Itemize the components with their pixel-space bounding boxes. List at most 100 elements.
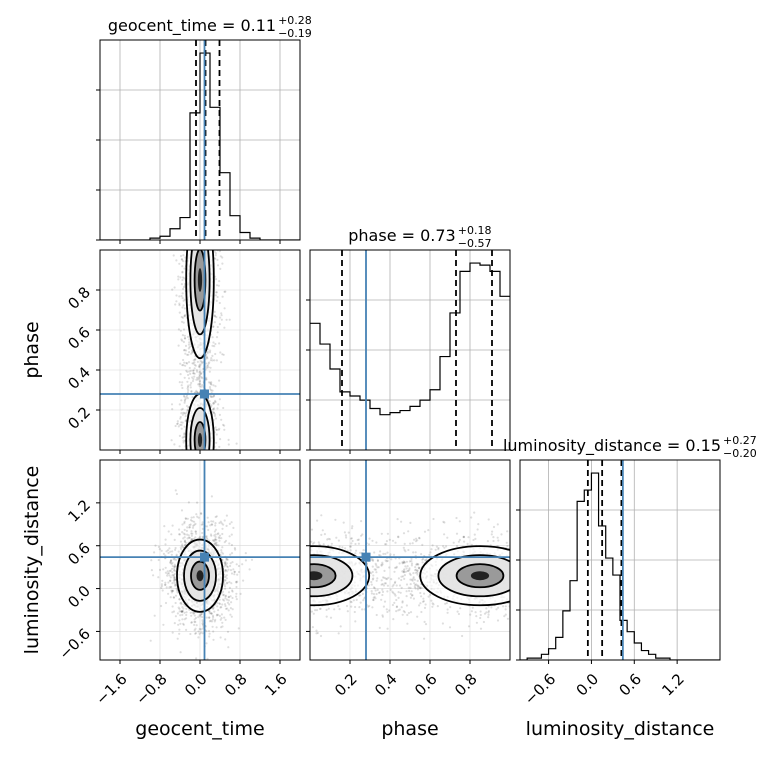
- sample-point: [356, 538, 359, 542]
- sample-point: [223, 599, 226, 602]
- sample-point: [349, 545, 352, 548]
- sample-point: [455, 516, 458, 520]
- sample-point: [469, 613, 472, 616]
- sample-point: [338, 608, 341, 611]
- sample-point: [474, 611, 477, 614]
- sample-point: [217, 403, 220, 406]
- sample-point: [216, 331, 219, 334]
- sample-point: [409, 592, 412, 596]
- sample-point: [320, 514, 323, 517]
- sample-point: [363, 597, 366, 600]
- sample-point: [211, 359, 214, 362]
- sample-point: [197, 376, 200, 379]
- sample-point: [397, 535, 400, 538]
- sample-point: [228, 542, 231, 545]
- sample-point: [210, 404, 213, 407]
- sample-point: [195, 532, 198, 535]
- sample-point: [360, 520, 363, 523]
- sample-point: [420, 595, 423, 598]
- sample-point: [229, 564, 232, 568]
- sample-point: [376, 559, 379, 562]
- sample-point: [181, 381, 184, 384]
- sample-point: [310, 540, 313, 543]
- sample-point: [195, 513, 198, 516]
- sample-point: [362, 599, 365, 602]
- sample-point: [183, 398, 186, 401]
- sample-point: [393, 570, 396, 573]
- sample-point: [355, 549, 358, 552]
- sample-point: [403, 577, 406, 581]
- sample-point: [222, 593, 225, 596]
- density-contour: [437, 554, 510, 598]
- sample-point: [392, 553, 396, 556]
- sample-point: [216, 533, 219, 536]
- sample-point: [393, 601, 396, 605]
- sample-point: [183, 376, 186, 379]
- sample-point: [214, 524, 217, 527]
- sample-point: [198, 365, 201, 368]
- sample-point: [383, 582, 386, 585]
- sample-point: [225, 582, 228, 585]
- sample-point: [371, 559, 375, 562]
- sample-point: [230, 552, 234, 555]
- density-contour: [176, 538, 224, 613]
- sample-point: [204, 362, 208, 365]
- sample-point: [223, 585, 227, 588]
- sample-point: [415, 583, 418, 586]
- sample-point: [420, 586, 423, 589]
- sample-point: [408, 568, 411, 571]
- sample-point: [175, 553, 178, 556]
- sample-point: [165, 550, 168, 553]
- sample-point: [323, 533, 326, 536]
- sample-point: [410, 578, 413, 581]
- sample-point: [188, 341, 191, 344]
- sample-point: [445, 602, 448, 605]
- sample-point: [458, 538, 461, 542]
- sample-point: [171, 288, 174, 291]
- sample-point: [173, 567, 176, 570]
- sample-point: [412, 597, 415, 600]
- sample-point: [185, 607, 188, 610]
- sample-point: [446, 608, 449, 611]
- sample-point: [177, 623, 180, 626]
- sample-point: [198, 627, 201, 631]
- sample-point: [180, 610, 183, 613]
- y-axis-label-luminosity_distance: luminosity_distance: [21, 466, 43, 655]
- sample-point: [173, 577, 176, 580]
- sample-point: [221, 262, 224, 265]
- sample-point: [375, 592, 378, 596]
- sample-point: [235, 580, 238, 583]
- sample-point: [471, 606, 474, 609]
- sample-point: [216, 407, 219, 410]
- sample-point: [183, 361, 186, 364]
- sample-point: [192, 516, 195, 519]
- sample-point: [419, 602, 422, 605]
- sample-point: [174, 578, 177, 582]
- sample-point: [198, 536, 201, 539]
- sample-point: [375, 571, 378, 574]
- sample-point: [191, 532, 194, 535]
- sample-point: [199, 628, 202, 631]
- sample-point: [192, 359, 195, 362]
- sample-point: [372, 577, 375, 580]
- sample-point: [415, 563, 418, 566]
- sample-point: [225, 598, 229, 601]
- sample-point: [482, 620, 485, 624]
- sample-point: [211, 395, 214, 398]
- sample-point: [195, 624, 198, 627]
- sample-point: [407, 569, 410, 573]
- sample-point: [430, 548, 433, 551]
- sample-point: [224, 539, 228, 542]
- sample-point: [195, 389, 198, 392]
- sample-point: [166, 574, 169, 577]
- sample-point: [462, 536, 466, 539]
- sample-point: [456, 544, 459, 548]
- sample-point: [248, 568, 251, 571]
- sample-point: [442, 520, 445, 524]
- sample-point: [215, 428, 218, 431]
- sample-point: [427, 595, 430, 598]
- sample-point: [335, 536, 338, 539]
- sample-point: [235, 585, 238, 589]
- sample-point: [212, 395, 216, 398]
- sample-point: [461, 634, 464, 638]
